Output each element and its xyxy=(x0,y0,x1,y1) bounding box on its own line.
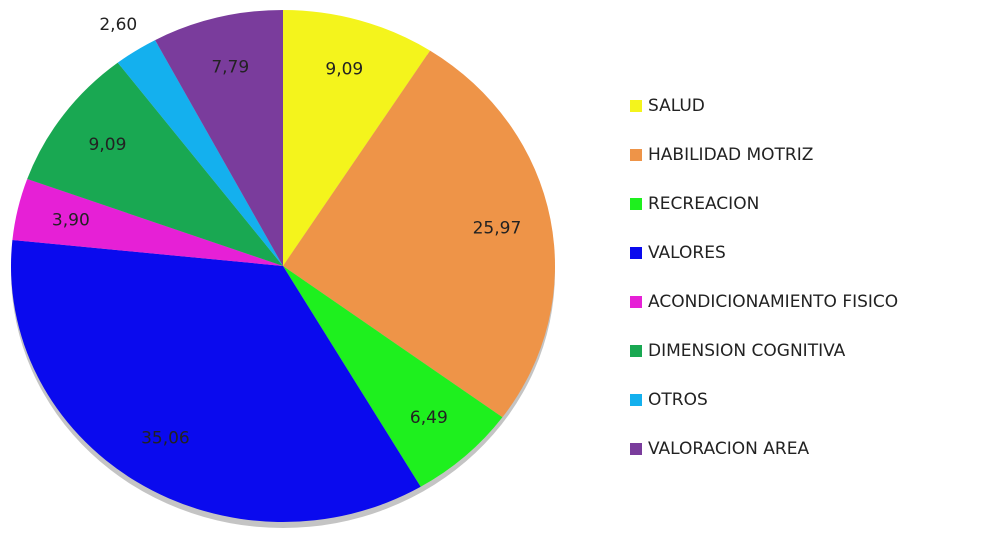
data-label: 2,60 xyxy=(99,15,137,35)
legend-swatch xyxy=(630,345,642,357)
legend-swatch xyxy=(630,247,642,259)
pie-slice xyxy=(10,240,421,523)
legend-swatch xyxy=(630,100,642,112)
legend-label: HABILIDAD MOTRIZ xyxy=(648,145,813,165)
legend-swatch xyxy=(630,443,642,455)
data-label: 9,09 xyxy=(325,59,363,79)
legend-swatch xyxy=(630,296,642,308)
pie-slice xyxy=(117,40,283,266)
pie-slice xyxy=(283,10,431,266)
legend-swatch xyxy=(630,394,642,406)
pie-slice xyxy=(155,10,283,266)
legend-label: VALORES xyxy=(648,243,726,263)
legend-swatch xyxy=(630,149,642,161)
pie-slice xyxy=(283,266,503,487)
pie-slice xyxy=(283,50,555,418)
legend-label: DIMENSION COGNITIVA xyxy=(648,341,846,361)
data-label: 35,06 xyxy=(141,428,190,448)
legend-label: OTROS xyxy=(648,390,708,410)
pie-slice xyxy=(27,62,283,267)
data-label: 6,49 xyxy=(410,408,448,428)
data-label: 3,90 xyxy=(52,210,90,230)
data-label: 7,79 xyxy=(211,57,249,77)
legend-swatch xyxy=(630,198,642,210)
legend-label: ACONDICIONAMIENTO FISICO xyxy=(648,292,898,312)
legend-label: RECREACION xyxy=(648,194,759,214)
data-label: 9,09 xyxy=(89,135,127,155)
legend-label: SALUD xyxy=(648,96,705,116)
pie-slice xyxy=(12,179,284,266)
legend-label: VALORACION AREA xyxy=(648,439,809,459)
data-label: 25,97 xyxy=(473,219,522,239)
